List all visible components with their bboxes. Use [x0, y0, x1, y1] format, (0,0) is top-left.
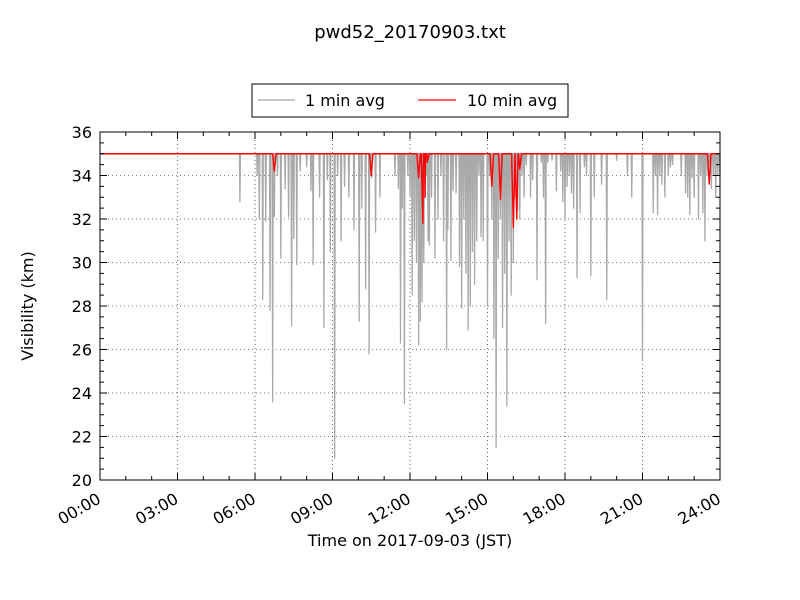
y-tick-label: 24: [72, 384, 92, 403]
x-tick-label: 03:00: [132, 489, 181, 529]
chart-title: pwd52_20170903.txt: [314, 22, 506, 43]
x-tick-label: 00:00: [55, 489, 104, 529]
x-tick-labels: 00:00 03:00 06:00 09:00 12:00 15:00 18:00 21:00…: [55, 489, 724, 529]
legend: 1 min avg 10 min avg: [251, 83, 569, 118]
y-tick-label: 36: [72, 123, 92, 142]
y-tick-label: 34: [72, 167, 92, 186]
y-tick-label: 32: [72, 210, 92, 229]
x-tick-label: 18:00: [520, 489, 569, 529]
series-10min-line: [100, 153, 720, 229]
grid: [100, 132, 720, 480]
legend-label-1min: 1 min avg: [305, 91, 385, 110]
x-tick-label: 12:00: [365, 489, 414, 529]
y-tick-labels: 20 22 24 26 28 30 32 34 36: [72, 123, 92, 490]
legend-box: [251, 83, 569, 118]
y-tick-label: 22: [72, 428, 92, 447]
ticks: [99, 131, 721, 481]
x-axis-label: Time on 2017-09-03 (JST): [307, 531, 512, 550]
y-tick-label: 20: [72, 471, 92, 490]
x-tick-label: 09:00: [287, 489, 336, 529]
series-layer: [100, 153, 721, 459]
y-tick-label: 30: [72, 254, 92, 273]
y-tick-label: 28: [72, 297, 92, 316]
legend-label-10min: 10 min avg: [467, 91, 557, 110]
y-tick-label: 26: [72, 341, 92, 360]
x-tick-label: 24:00: [675, 489, 724, 529]
x-tick-label: 06:00: [210, 489, 259, 529]
x-tick-label: 15:00: [442, 489, 491, 529]
x-tick-label: 21:00: [597, 489, 646, 529]
y-axis-label: Visibility (km): [18, 251, 37, 360]
